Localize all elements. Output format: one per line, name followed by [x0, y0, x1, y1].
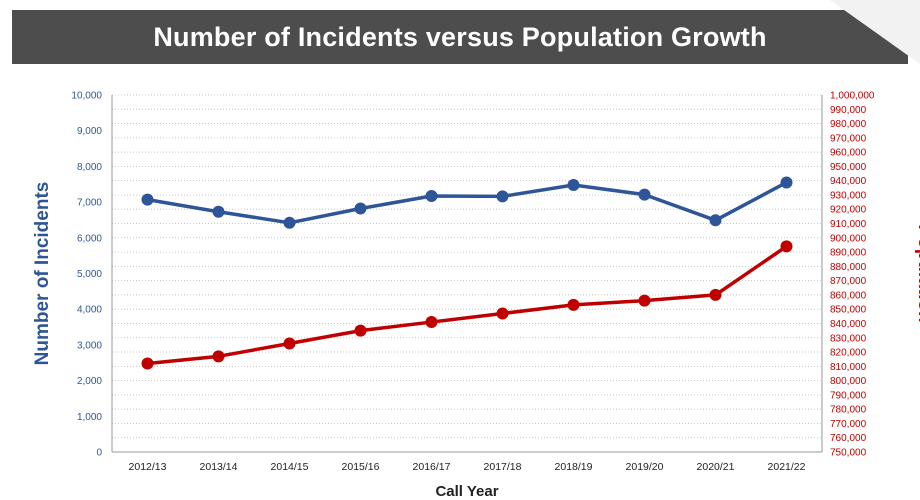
population-data-point [354, 324, 367, 337]
right-axis-tick-label: 880,000 [830, 262, 867, 273]
population-data-point [283, 337, 296, 350]
left-axis-tick-label: 2,000 [77, 376, 102, 387]
right-axis-tick-label: 900,000 [830, 233, 867, 244]
x-axis-tick-label: 2015/16 [342, 461, 380, 473]
incidents-data-point [212, 205, 225, 218]
left-axis-tick-label: 7,000 [77, 198, 102, 209]
incidents-data-point [141, 193, 154, 206]
x-axis-tick-label: 2019/20 [626, 461, 664, 473]
incidents-data-point [709, 214, 722, 227]
right-axis-tick-label: 910,000 [830, 219, 867, 230]
left-axis-tick-label: 8,000 [77, 162, 102, 173]
incidents-data-point [283, 216, 296, 229]
x-axis-title: Call Year [435, 483, 498, 500]
left-axis-tick-label: 5,000 [77, 269, 102, 280]
x-axis-tick-label: 2014/15 [271, 461, 309, 473]
chart-title: Number of Incidents versus Population Gr… [153, 21, 767, 52]
right-axis-tick-label: 850,000 [830, 305, 867, 316]
right-axis-tick-label: 750,000 [830, 448, 867, 459]
right-axis-tick-label: 770,000 [830, 419, 867, 430]
right-axis-tick-label: 760,000 [830, 433, 867, 444]
right-axis-tick-label: 940,000 [830, 176, 867, 187]
incidents-data-point [354, 202, 367, 215]
left-axis-tick-label: 1,000 [77, 412, 102, 423]
right-axis-tick-label: 820,000 [830, 348, 867, 359]
population-series-line [145, 244, 789, 366]
left-axis-tick-label: 3,000 [77, 340, 102, 351]
right-axis-tick-label: 980,000 [830, 119, 867, 130]
right-axis-tick-label: 960,000 [830, 148, 867, 159]
x-axis-tick-label: 2013/14 [200, 461, 238, 473]
population-data-point [425, 316, 438, 329]
incidents-data-point [425, 190, 438, 203]
x-axis-tick-label: 2018/19 [555, 461, 593, 473]
right-axis-tick-label: 840,000 [830, 319, 867, 330]
population-data-point [496, 307, 509, 320]
left-axis-tick-label: 6,000 [77, 233, 102, 244]
right-axis-title: Population [914, 224, 920, 322]
right-axis-tick-label: 800,000 [830, 376, 867, 387]
x-axis-tick-label: 2020/21 [697, 461, 735, 473]
right-axis-tick-label: 780,000 [830, 405, 867, 416]
population-data-point [141, 357, 154, 370]
right-axis-tick-label: 830,000 [830, 333, 867, 344]
x-axis-tick-label: 2016/17 [413, 461, 451, 473]
incidents-data-point [567, 178, 580, 191]
incidents-series-line [145, 180, 789, 225]
right-axis-tick-label: 920,000 [830, 205, 867, 216]
population-data-point [780, 240, 793, 253]
incidents-data-point [780, 176, 793, 189]
right-axis-tick-label: 970,000 [830, 133, 867, 144]
left-axis-tick-label: 9,000 [77, 126, 102, 137]
population-data-point [212, 350, 225, 363]
population-data-point [567, 298, 580, 311]
left-axis-tick-label: 0 [96, 448, 102, 459]
left-axis-tick-label: 10,000 [71, 91, 102, 102]
right-axis-tick-label: 930,000 [830, 190, 867, 201]
incidents-data-point [496, 190, 509, 203]
right-axis-tick-label: 790,000 [830, 390, 867, 401]
left-axis-tick-label: 4,000 [77, 305, 102, 316]
population-data-point [638, 294, 651, 307]
right-axis-tick-label: 870,000 [830, 276, 867, 287]
right-axis-tick-label: 1,000,000 [830, 91, 875, 102]
right-axis-tick-label: 810,000 [830, 362, 867, 373]
right-axis-tick-label: 890,000 [830, 248, 867, 259]
left-axis-title: Number of Incidents [32, 182, 53, 366]
right-axis-tick-label: 950,000 [830, 162, 867, 173]
x-axis-tick-label: 2012/13 [129, 461, 167, 473]
x-axis-tick-label: 2021/22 [768, 461, 806, 473]
right-axis-tick-label: 990,000 [830, 105, 867, 116]
x-axis-tick-label: 2017/18 [484, 461, 522, 473]
right-axis-tick-label: 860,000 [830, 290, 867, 301]
population-data-point [709, 288, 722, 301]
title-bar: Number of Incidents versus Population Gr… [12, 10, 908, 64]
incidents-data-point [638, 188, 651, 201]
